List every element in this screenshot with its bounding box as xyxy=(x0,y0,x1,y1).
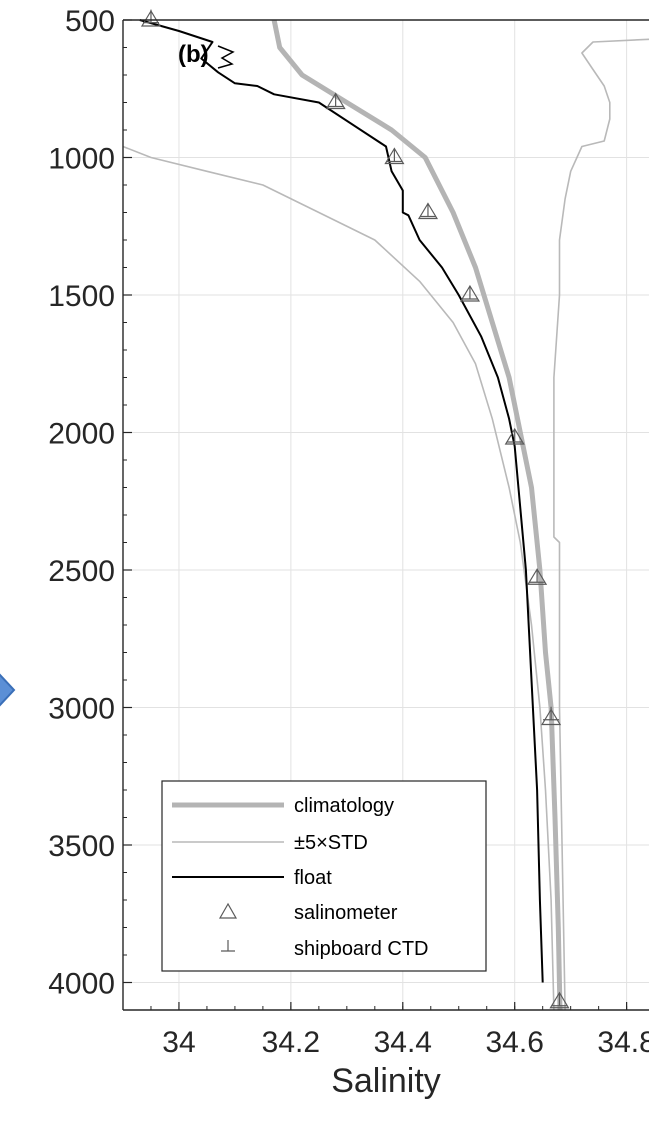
ctd-marker xyxy=(551,992,568,1007)
salinometer-marker xyxy=(140,9,162,27)
salinometer-marker xyxy=(459,284,480,302)
y-tick-label: 4000 xyxy=(48,968,115,1001)
y-tick-label: 3000 xyxy=(48,693,115,726)
series-line-std_lower xyxy=(122,145,555,1011)
y-tick-label: 500 xyxy=(65,5,115,38)
decorative-arrow-fragment xyxy=(0,673,16,707)
salinometer-marker xyxy=(549,991,570,1009)
tick-labels: 34 34.2 34.4 34.6 34.8 500 1000 1500 2000 2500 300… xyxy=(48,5,649,1059)
salinometer-marker xyxy=(325,92,346,110)
x-tick-label: 34.8 xyxy=(597,1026,649,1059)
x-tick-label: 34 xyxy=(162,1026,195,1059)
series-line-climatology xyxy=(271,19,563,1011)
legend: climatology ±5×STD float salinometer shi… xyxy=(161,780,487,972)
series-line-std_upper xyxy=(553,38,649,1011)
ctd-marker xyxy=(529,569,546,583)
grid-lines xyxy=(123,19,649,1010)
series-line-float xyxy=(139,19,544,983)
x-axis-title: Salinity xyxy=(331,1062,441,1100)
legend-label-float: float xyxy=(294,867,332,889)
salinometer-marker xyxy=(541,708,562,726)
arrow-shape xyxy=(0,673,16,707)
legend-label-climatology: climatology xyxy=(294,795,394,817)
ctd-marker xyxy=(419,203,436,218)
y-tick-label: 1500 xyxy=(48,280,115,313)
legend-label-std: ±5×STD xyxy=(294,832,368,854)
salinometer-marker xyxy=(384,147,405,165)
legend-swatch-ctd xyxy=(221,940,235,952)
axes xyxy=(122,19,649,1011)
legend-label-ctd: shipboard CTD xyxy=(294,938,429,960)
x-tick-label: 34.2 xyxy=(262,1026,320,1059)
salinometer-marker xyxy=(417,202,439,220)
panel-label: (b) xyxy=(178,41,209,68)
x-tick-label: 34.4 xyxy=(374,1026,432,1059)
marker-layer xyxy=(140,9,570,1009)
legend-swatch-salinometer xyxy=(218,902,238,919)
ctd-marker xyxy=(386,148,403,163)
panel-label-callout xyxy=(217,45,235,69)
y-tick-label: 2500 xyxy=(48,555,115,588)
ctd-marker xyxy=(506,429,523,443)
salinometer-marker xyxy=(527,568,548,585)
y-tick-label: 2000 xyxy=(48,418,115,451)
salinometer-marker xyxy=(504,427,525,445)
ctd-marker xyxy=(327,93,344,108)
x-tick-label: 34.6 xyxy=(486,1026,544,1059)
legend-label-salinometer: salinometer xyxy=(294,902,398,924)
ctd-marker xyxy=(461,286,478,300)
y-tick-label: 1000 xyxy=(48,143,115,176)
series-layer xyxy=(122,19,649,1011)
y-tick-label: 3500 xyxy=(48,830,115,863)
